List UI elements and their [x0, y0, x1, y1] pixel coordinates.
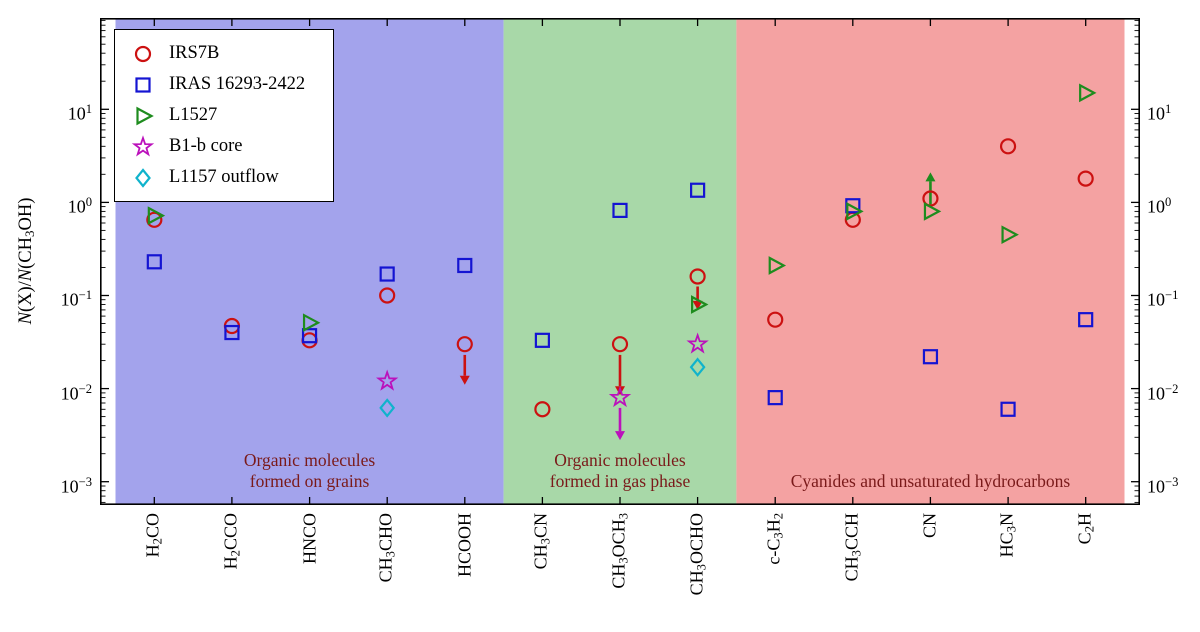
data-point-0-7 — [689, 268, 706, 285]
legend-label: B1-b core — [169, 136, 243, 156]
limit-arrow-head — [925, 172, 936, 182]
legend-item-l1157-outflow: L1157 outflow — [125, 162, 305, 193]
legend: IRS7B IRAS 16293-2422 L1527 B1-b core L1… — [114, 29, 335, 202]
data-point-3-6 — [608, 385, 632, 408]
data-point-1-8 — [767, 390, 783, 406]
y-tick-label: 10−3 — [60, 474, 92, 497]
y-tick-label: 10−1 — [1147, 288, 1179, 310]
data-point-0-10 — [922, 190, 939, 207]
data-point-0-4 — [456, 336, 473, 353]
data-point-0-5 — [534, 401, 551, 418]
plot-area: Organic molecules formed on grains Organ… — [100, 18, 1140, 505]
region-label-line: formed in gas phase — [549, 471, 691, 491]
y-tick-label: 10−2 — [1147, 381, 1179, 403]
data-point-1-6 — [612, 202, 628, 218]
legend-label: IRS7B — [169, 43, 220, 63]
y-tick-label: 100 — [1147, 195, 1172, 217]
region-label-line: Cyanides and unsaturated hydrocarbons — [790, 471, 1071, 491]
data-point-2-9 — [846, 202, 864, 221]
data-point-1-7 — [690, 182, 706, 198]
data-point-3-3 — [375, 369, 399, 391]
data-point-2-11 — [1001, 225, 1019, 244]
data-point-1-4 — [457, 257, 473, 274]
region-label-cyanides: Cyanides and unsaturated hydrocarbons — [791, 471, 1070, 492]
diamond-marker-icon — [125, 166, 161, 190]
data-point-2-10 — [923, 202, 942, 221]
data-point-1-1 — [224, 324, 240, 341]
data-point-1-10 — [922, 349, 939, 365]
y-tick-label: 101 — [1147, 102, 1172, 124]
y-tick-label: 101 — [67, 102, 92, 124]
limit-arrow-head — [615, 431, 625, 441]
legend-item-l1527: L1527 — [125, 100, 305, 131]
plot-frame — [100, 18, 1140, 505]
y-tick-label: 10−3 — [1147, 474, 1179, 497]
data-point-2-12 — [1079, 83, 1097, 103]
data-point-4-3 — [379, 398, 396, 418]
region-label-line: Organic molecules — [554, 450, 686, 470]
y-tick-label: 100 — [67, 195, 92, 217]
region-label-line: Organic molecules — [243, 450, 376, 470]
data-point-0-0 — [146, 211, 163, 228]
data-point-0-11 — [999, 138, 1017, 155]
data-point-2-0 — [147, 206, 166, 225]
data-point-0-3 — [379, 287, 396, 304]
legend-item-irs7b: IRS7B — [125, 38, 305, 69]
data-point-2-2 — [302, 313, 321, 333]
data-point-1-12 — [1078, 312, 1094, 328]
legend-item-iras-16293-2422: IRAS 16293-2422 — [125, 69, 305, 100]
legend-label: IRAS 16293-2422 — [169, 74, 306, 94]
data-point-1-5 — [534, 332, 550, 348]
square-marker-icon — [125, 73, 161, 97]
star-marker-icon — [125, 134, 161, 159]
data-point-1-2 — [301, 328, 318, 344]
legend-label: L1527 — [169, 105, 218, 125]
limit-arrow-head — [692, 300, 703, 310]
limit-arrow-head — [459, 375, 470, 385]
region-label-grains: Organic molecules formed on grains — [244, 450, 375, 492]
region-bg-2 — [736, 18, 1125, 505]
legend-item-b1b-core: B1-b core — [125, 131, 305, 162]
data-point-1-11 — [1000, 401, 1016, 417]
data-point-0-8 — [767, 311, 784, 328]
data-point-2-8 — [768, 256, 787, 275]
legend-label: L1157 outflow — [169, 167, 279, 187]
data-point-1-0 — [146, 254, 162, 270]
data-point-3-7 — [686, 332, 709, 354]
y-tick-label: 10−2 — [60, 381, 92, 403]
region-label-line: formed on grains — [249, 471, 370, 491]
circle-marker-icon — [125, 42, 161, 66]
triangle-marker-icon — [125, 104, 161, 128]
data-point-0-12 — [1077, 170, 1094, 187]
y-tick-label: 10−1 — [60, 288, 92, 310]
data-point-2-7 — [691, 295, 709, 314]
data-point-4-7 — [689, 357, 706, 377]
data-point-1-3 — [379, 266, 395, 282]
data-point-0-6 — [611, 336, 629, 353]
region-label-gas-phase: Organic molecules formed in gas phase — [550, 450, 690, 492]
